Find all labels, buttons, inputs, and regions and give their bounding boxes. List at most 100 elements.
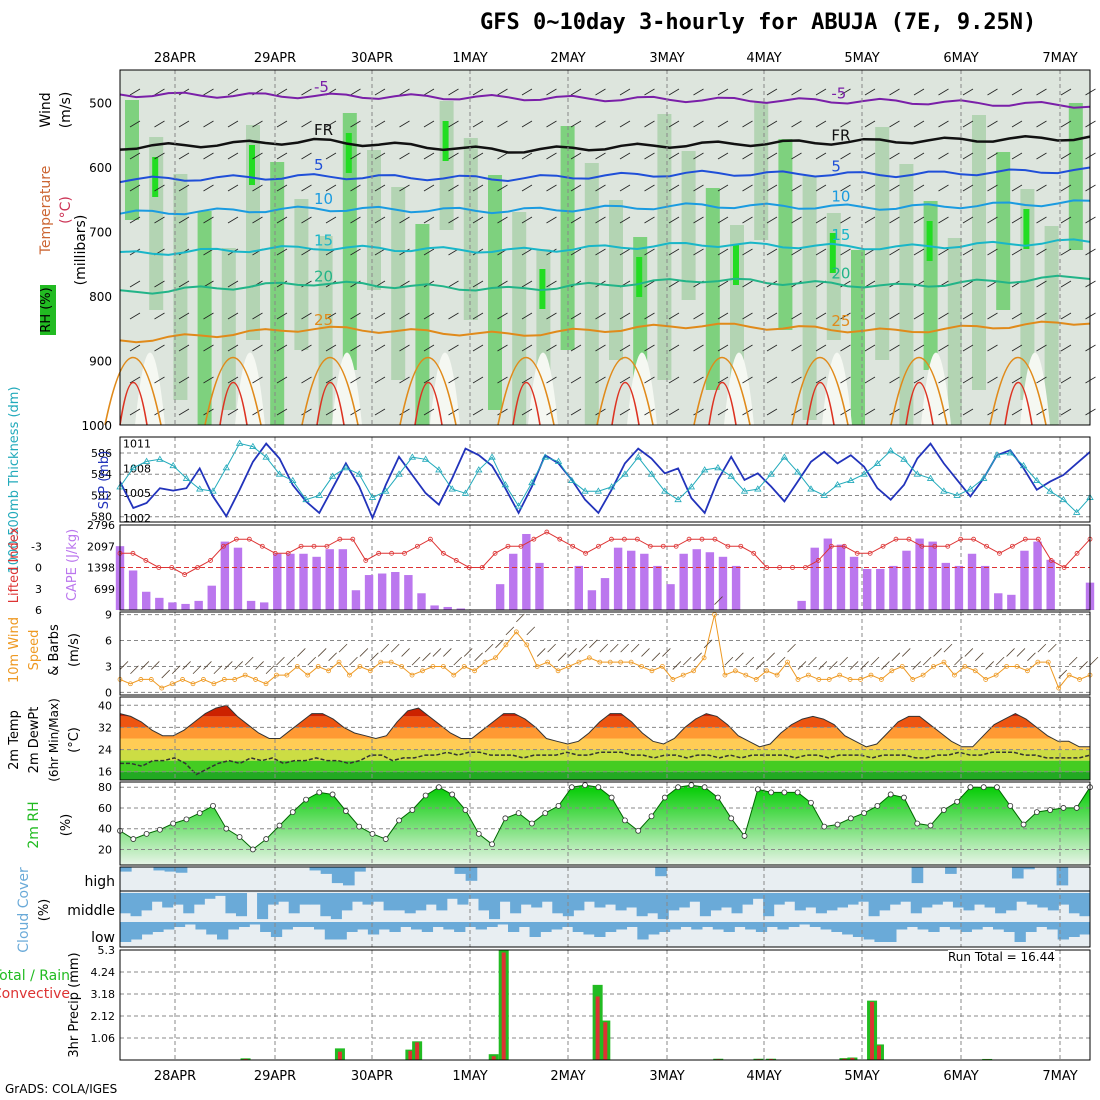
rh-point [728,815,735,822]
wind-barb-10m [161,669,171,679]
wind-speed-point [931,664,936,669]
li-point [997,550,1002,556]
temp-tick-label: 40 [98,699,112,712]
cloud-bar-low [238,922,250,927]
wind-barb [644,152,655,160]
wind-barb-10m [755,661,765,670]
cloud-bar-high [331,867,344,884]
hot-contour [414,381,443,426]
wind-barb-10m [745,656,755,666]
cape-bar [836,544,846,610]
li-point [803,565,808,570]
wind-speed-point [795,677,801,682]
thickness-point [554,457,563,464]
wind-tick-label: 9 [105,609,112,622]
li-point [790,565,795,570]
wind-barb [766,216,778,224]
cloud-bar-low [227,922,240,930]
wind-barb-10m [1068,656,1078,666]
rh-band [173,174,188,400]
wind-barb-10m [338,643,348,653]
wind-speed-point [691,668,697,674]
wind-barb [962,152,974,160]
wind-barb-10m [1037,643,1047,653]
rh-band [125,100,139,220]
rh-point [980,784,987,791]
li-point [971,536,976,542]
thickness-point [169,461,177,469]
wind-speed-point [764,668,770,674]
cloud-bar-middle [995,893,1007,914]
cape-tick-label: 2796 [87,519,115,532]
li-point [311,543,317,549]
wind-barb [913,248,925,256]
wind-barb [276,376,288,384]
wind-barb-10m [349,656,358,666]
wind-barb-10m [203,661,212,670]
wind-barb [717,248,729,256]
li-point [764,565,770,570]
li-point [272,550,278,556]
wind-barb-10m [370,652,379,662]
wind-barb-10m [516,613,525,623]
wind-barb [203,120,214,128]
wind-speed-point [712,612,717,617]
precip-convective-bar [595,996,600,1060]
wind-barb [472,152,484,160]
date-label-top: 5MAY [844,51,879,66]
warm-contour [301,357,359,426]
wind-barb [227,120,239,128]
wind-barb [227,376,239,384]
wind-barb [668,88,680,96]
cloud-bar-middle [826,893,838,911]
cape-bar [417,593,426,610]
cape-bar [862,568,872,610]
wind-barb-10m [620,643,629,653]
cloud-bar-middle [668,893,680,911]
wind-barb [889,152,900,160]
rh-point [502,815,509,822]
cloud-bar-high [175,867,188,873]
wind-speed-point [586,655,592,661]
wind-speed-point [1077,677,1082,682]
wind-barb [766,152,778,160]
wind-speed-point [722,672,728,678]
wind-speed-point [1014,664,1020,669]
wind-barb [889,120,900,128]
cloud-bar-low [249,922,261,925]
cloud-bar-low [788,922,800,927]
rh-point [449,791,456,798]
li-point [466,565,472,570]
wind-barb [693,344,704,352]
precip-tick-label: 4.24 [91,966,116,979]
cloud-bar-low [389,922,401,932]
cloud-bar-middle [773,893,785,905]
cape-bar [666,584,675,610]
wind-speed-point [878,677,884,682]
hot-contour [806,381,835,426]
wind-barb [962,408,974,416]
cloud-bar-low [960,922,972,932]
wind-barb [742,120,753,128]
wind-barb [203,376,214,384]
wind-barb [472,120,484,128]
wind-barb [938,120,949,128]
wind-speed-point [503,642,509,648]
li-tick-label: 6 [35,604,42,617]
wind-barb [619,376,631,384]
rh-band-high [345,133,352,173]
wind-barb [1011,120,1023,128]
wind-barb [595,152,606,160]
wind-speed-point [284,672,290,678]
warm-contour [596,357,654,426]
wind-barb [423,88,435,96]
li-point [841,543,847,549]
thickness-tick-label: 584 [91,468,112,481]
wind-barb [987,248,998,256]
wind-barb [668,344,680,352]
thickness-point [661,487,669,494]
thickness-point [448,485,456,492]
wind-barb [350,184,361,192]
wind-barb [252,216,263,224]
cloud-bar-low [1025,922,1037,932]
